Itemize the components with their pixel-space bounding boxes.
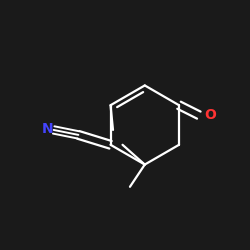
Text: N: N bbox=[42, 122, 53, 136]
Text: O: O bbox=[204, 108, 216, 122]
